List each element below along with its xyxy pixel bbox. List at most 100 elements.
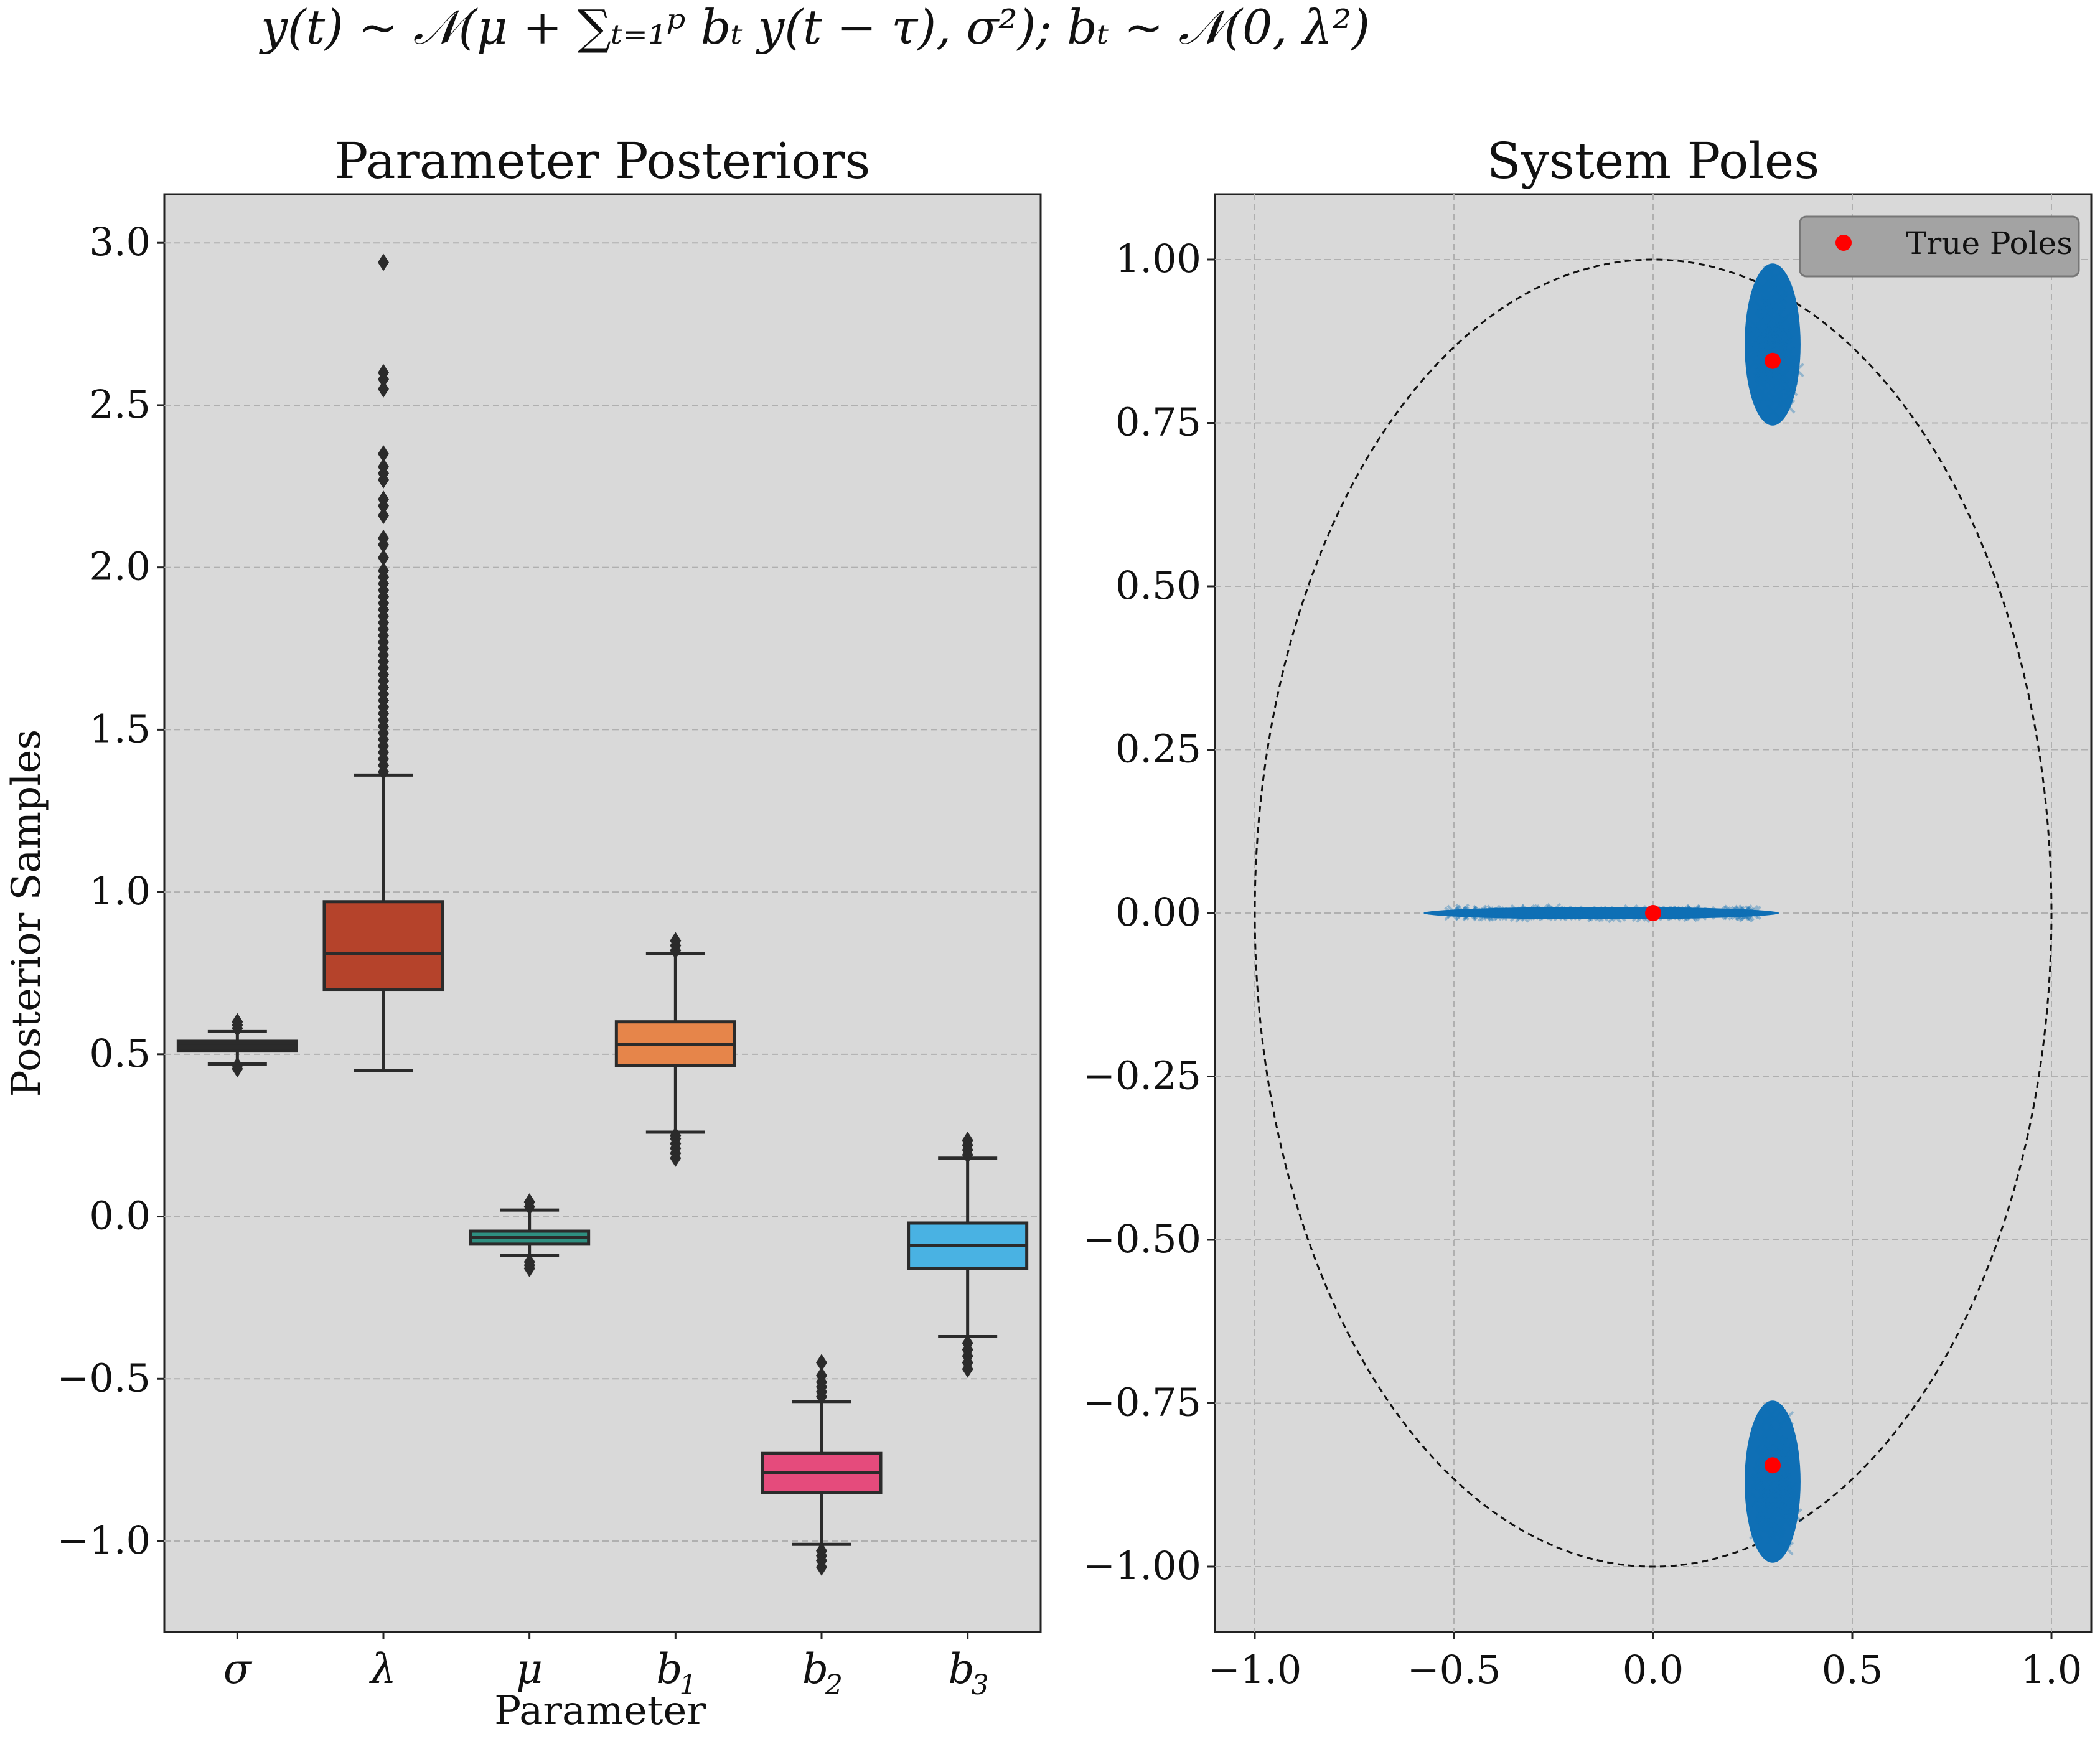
pole-sample-point (1771, 1521, 1786, 1535)
pole-sample-point (1769, 367, 1783, 382)
pole-sample-point (1755, 342, 1770, 357)
pole-sample-point (1779, 1541, 1794, 1556)
poles-title: System Poles (1487, 132, 1820, 190)
pole-sample-point (1760, 1481, 1775, 1496)
pole-sample-point (1770, 1435, 1784, 1450)
pole-sample-point (1757, 338, 1771, 353)
pole-sample-point (1763, 307, 1778, 322)
pole-sample-point (1776, 1496, 1791, 1511)
pole-sample-point (1769, 296, 1784, 311)
pole-sample-point (1765, 340, 1780, 355)
poles-panel: System Poles −1.00 −0.75 −0.50 −0.25 0.00 0.2… (1083, 132, 2093, 1692)
pole-sample-point (1761, 1497, 1776, 1512)
pole-sample-point (1771, 334, 1786, 348)
pole-sample-point (1762, 367, 1777, 382)
unit-circle (1254, 258, 2053, 1568)
pole-sample-point (1746, 331, 1761, 345)
pole-sample-point (1762, 274, 1777, 288)
pole-sample-point (1744, 905, 1759, 919)
pole-sample-point (1759, 1415, 1773, 1429)
pole-sample-point (1754, 367, 1768, 382)
pole-cluster (1745, 1400, 1802, 1563)
pole-sample-point (1748, 355, 1763, 370)
outlier-point (378, 490, 389, 509)
pole-sample-point (1772, 1476, 1787, 1490)
x-tick-label-subscript: 2 (825, 1669, 843, 1701)
pole-sample-point (1755, 1503, 1770, 1518)
pole-sample-point (1775, 367, 1790, 382)
pole-sample-point (1781, 1483, 1796, 1498)
pole-sample-point (1536, 904, 1551, 919)
pole-sample-point (1774, 334, 1789, 349)
pole-sample-point (1768, 1522, 1783, 1537)
pole-sample-point (1765, 335, 1779, 350)
pole-sample-point (1754, 375, 1769, 390)
pole-sample-point (1777, 1513, 1792, 1528)
poles-x-ticks: −1.0 −0.5 0.0 0.5 1.0 (1208, 1632, 2083, 1692)
true-pole-point (1765, 352, 1781, 369)
pole-sample-point (1594, 907, 1609, 922)
pole-sample-point (1763, 333, 1778, 347)
outlier-point (378, 363, 389, 382)
true-pole-markers (1645, 352, 1781, 1474)
pole-sample-point (1761, 1487, 1776, 1502)
pole-sample-point (1756, 1488, 1770, 1503)
pole-sample-point (1775, 1471, 1790, 1486)
pole-sample-point (1521, 904, 1535, 919)
x-tick-label: 1.0 (2021, 1647, 2083, 1692)
pole-sample-point (1771, 1444, 1786, 1459)
box-σ (176, 1013, 298, 1078)
posteriors-title: Parameter Posteriors (335, 132, 871, 190)
x-tick-label: μ (516, 1645, 543, 1693)
x-tick-label: σ (223, 1645, 253, 1693)
y-tick-label: −1.00 (1083, 1543, 1201, 1588)
pole-sample-point (1759, 1482, 1773, 1497)
pole-sample-point (1535, 906, 1550, 921)
pole-sample-point (1777, 394, 1791, 409)
pole-sample-point (1755, 327, 1770, 342)
poles-y-ticks: −1.00 −0.75 −0.50 −0.25 0.00 0.25 0.50 0.75 1.00 (1083, 236, 1215, 1588)
pole-sample-point (1529, 906, 1544, 921)
pole-sample-point (1753, 362, 1768, 377)
pole-sample-point (1755, 1488, 1770, 1502)
pole-sample-point (1759, 1513, 1774, 1527)
pole-sample-point (1766, 1518, 1781, 1533)
pole-sample-point (1767, 271, 1782, 286)
pole-sample-point (1763, 1493, 1778, 1507)
pole-sample-point (1769, 1483, 1784, 1498)
pole-sample-point (1771, 326, 1786, 340)
pole-sample-point (1772, 1475, 1787, 1490)
pole-sample-point (1776, 368, 1791, 382)
pole-sample-point (1770, 1502, 1785, 1516)
pole-sample-point (1735, 906, 1750, 921)
pole-sample-point (1753, 329, 1768, 344)
pole-sample-point (1774, 1438, 1789, 1453)
pole-sample-point (1778, 1473, 1793, 1488)
pole-sample-point (1764, 1407, 1779, 1422)
pole-sample-point (1749, 1525, 1764, 1540)
posteriors-grid (164, 242, 1041, 1542)
pole-sample-point (1763, 322, 1778, 337)
pole-sample-point (1783, 1498, 1797, 1512)
pole-sample-point (1761, 286, 1776, 301)
pole-sample-point (1760, 1483, 1775, 1498)
x-tick-label: 0.0 (1623, 1647, 1684, 1692)
pole-sample-point (1740, 907, 1755, 921)
pole-sample-point (1771, 1438, 1786, 1453)
pole-sample-point (1760, 334, 1775, 349)
pole-sample-point (1455, 906, 1470, 921)
pole-sample-point (1769, 1502, 1784, 1517)
pole-sample-point (1753, 1476, 1768, 1490)
pole-sample-point (1778, 1480, 1793, 1495)
pole-sample-point (1767, 318, 1782, 333)
pole-sample-point (1521, 906, 1535, 921)
pole-sample-point (1777, 1503, 1792, 1517)
pole-sample-point (1764, 1476, 1778, 1491)
pole-sample-point (1483, 906, 1498, 921)
y-tick-label: 0.5 (89, 1031, 151, 1076)
pole-sample-point (1763, 1503, 1778, 1518)
pole-sample-point (1662, 905, 1676, 920)
pole-sample-point (1750, 1476, 1765, 1491)
x-tick-label: −1.0 (1208, 1647, 1302, 1692)
pole-sample-point (1771, 330, 1786, 344)
